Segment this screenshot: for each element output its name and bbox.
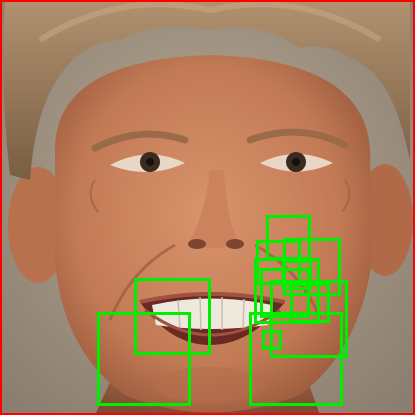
detection-box — [262, 330, 282, 350]
detection-box — [260, 268, 310, 318]
nose — [190, 170, 238, 249]
detection-box — [249, 312, 343, 406]
detection-box — [290, 283, 330, 323]
detection-box — [254, 258, 320, 324]
hair — [3, 0, 410, 180]
detection-box — [97, 312, 191, 406]
teeth — [152, 298, 272, 329]
detection-box — [282, 260, 312, 290]
left-ear — [8, 167, 68, 283]
left-eyebrow — [91, 130, 189, 152]
right-eyebrow — [246, 128, 349, 149]
detection-box — [134, 278, 211, 355]
